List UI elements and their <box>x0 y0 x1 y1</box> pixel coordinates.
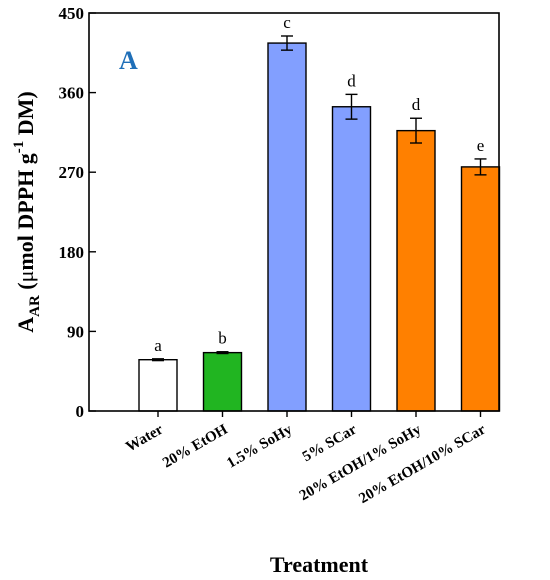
bar <box>396 129 436 412</box>
plot-frame <box>88 12 500 412</box>
panel-label: A <box>119 46 138 75</box>
x-tick-label: 20% EtOH <box>160 421 231 471</box>
bar <box>138 359 178 412</box>
significance-letter: e <box>477 136 485 155</box>
x-tick-label: Water <box>123 421 166 455</box>
y-axis-ticks: 0 90 180 270 360 450 <box>59 4 96 421</box>
bar <box>267 42 307 412</box>
y-tick-label: 90 <box>67 322 84 341</box>
y-axis-title: AAR (μmol DPPH g-1 DM) <box>11 91 43 333</box>
x-tick-label: 1.5% SoHy <box>224 421 295 471</box>
bars-group <box>138 42 501 412</box>
y-tick-label: 360 <box>59 84 85 103</box>
significance-letter: d <box>347 71 356 90</box>
x-axis-title: Treatment <box>270 552 369 577</box>
error-bars-group <box>152 35 487 362</box>
significance-letters-group: a b c d d e <box>154 13 484 355</box>
bar <box>460 166 501 412</box>
significance-letter: a <box>154 336 162 355</box>
y-tick-label: 450 <box>59 4 85 23</box>
significance-letter: b <box>218 329 227 348</box>
y-tick-label: 270 <box>59 163 85 182</box>
bar <box>331 106 372 412</box>
significance-letter: d <box>412 95 421 114</box>
significance-letter: c <box>283 13 291 32</box>
bar <box>202 351 243 412</box>
y-tick-label: 0 <box>76 402 85 421</box>
y-tick-label: 180 <box>59 243 85 262</box>
